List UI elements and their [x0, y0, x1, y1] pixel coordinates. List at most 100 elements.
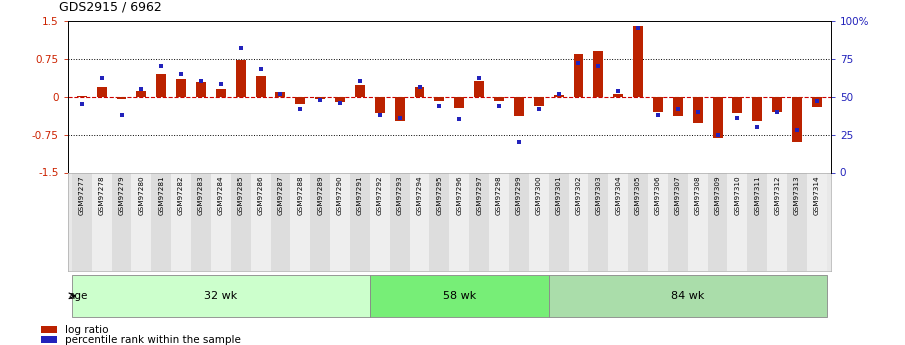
Point	[353, 79, 367, 84]
Bar	[77, 96, 87, 97]
Point	[373, 112, 387, 118]
Point	[313, 97, 328, 102]
Text: GSM97285: GSM97285	[238, 176, 243, 215]
Bar	[355, 86, 365, 97]
Point	[631, 26, 645, 31]
Bar	[688, 172, 708, 271]
Point	[273, 91, 288, 96]
Point	[730, 115, 745, 121]
Text: 84 wk: 84 wk	[671, 291, 704, 301]
Bar	[211, 172, 231, 271]
Bar	[594, 51, 604, 97]
Bar	[255, 76, 265, 97]
Text: 58 wk: 58 wk	[443, 291, 476, 301]
Bar	[335, 97, 345, 102]
Point	[214, 82, 228, 87]
Text: GSM97304: GSM97304	[615, 176, 621, 215]
Bar	[41, 326, 57, 333]
Text: GSM97314: GSM97314	[814, 176, 820, 215]
Bar	[97, 88, 107, 97]
Text: GSM97280: GSM97280	[138, 176, 145, 215]
Bar	[534, 97, 544, 106]
Bar	[614, 94, 624, 97]
Text: GSM97282: GSM97282	[178, 176, 184, 215]
Point	[174, 71, 188, 77]
Bar	[71, 172, 91, 271]
Bar	[291, 172, 310, 271]
Point	[154, 63, 168, 69]
Text: GSM97309: GSM97309	[715, 176, 720, 215]
Bar	[628, 172, 648, 271]
Bar	[196, 82, 206, 97]
Text: GSM97303: GSM97303	[595, 176, 601, 215]
Bar	[390, 172, 410, 271]
Bar	[131, 172, 151, 271]
Bar	[648, 172, 668, 271]
Bar	[807, 172, 827, 271]
Point	[253, 67, 268, 72]
Text: GSM97289: GSM97289	[317, 176, 323, 215]
Bar	[137, 90, 147, 97]
Bar	[414, 88, 424, 97]
Bar	[450, 172, 469, 271]
Bar	[509, 172, 529, 271]
Bar	[767, 172, 787, 271]
Bar	[529, 172, 548, 271]
Text: GSM97296: GSM97296	[456, 176, 462, 215]
Point	[611, 88, 625, 93]
Bar	[712, 97, 722, 138]
Text: GSM97300: GSM97300	[536, 176, 542, 215]
Point	[194, 79, 208, 84]
Text: GSM97311: GSM97311	[754, 176, 760, 215]
Bar	[708, 172, 728, 271]
Point	[134, 86, 148, 92]
Text: GSM97281: GSM97281	[158, 176, 164, 215]
Bar	[216, 89, 226, 97]
Bar	[554, 95, 564, 97]
Text: GSM97294: GSM97294	[416, 176, 423, 215]
Bar	[494, 97, 504, 101]
Bar	[514, 97, 524, 116]
Point	[472, 76, 486, 81]
Bar	[375, 97, 385, 113]
Bar	[310, 172, 330, 271]
Bar	[315, 97, 325, 99]
Point	[531, 106, 546, 111]
Bar	[574, 53, 584, 97]
Bar	[634, 26, 643, 97]
Bar	[370, 172, 390, 271]
Text: GSM97306: GSM97306	[655, 176, 661, 215]
Bar	[71, 275, 370, 317]
Text: GSM97293: GSM97293	[396, 176, 403, 215]
Point	[511, 139, 526, 145]
Text: percentile rank within the sample: percentile rank within the sample	[65, 335, 241, 345]
Bar	[410, 172, 430, 271]
Bar	[151, 172, 171, 271]
Text: GSM97283: GSM97283	[198, 176, 204, 215]
Point	[571, 60, 586, 66]
Text: GSM97292: GSM97292	[376, 176, 383, 215]
Text: GSM97299: GSM97299	[516, 176, 522, 215]
Text: GSM97308: GSM97308	[695, 176, 700, 215]
Point	[413, 85, 427, 90]
Point	[293, 106, 308, 111]
Text: 32 wk: 32 wk	[205, 291, 237, 301]
Bar	[489, 172, 509, 271]
Bar	[295, 97, 305, 104]
Text: log ratio: log ratio	[65, 325, 109, 335]
Bar	[474, 81, 484, 97]
Bar	[668, 172, 688, 271]
Bar	[91, 172, 111, 271]
Bar	[548, 275, 827, 317]
Text: GSM97310: GSM97310	[735, 176, 740, 215]
Bar	[157, 74, 167, 97]
Bar	[370, 275, 548, 317]
Bar	[111, 172, 131, 271]
Text: GSM97277: GSM97277	[79, 176, 85, 215]
Point	[452, 117, 466, 122]
Point	[790, 127, 805, 133]
Bar	[752, 97, 762, 121]
Bar	[568, 172, 588, 271]
Bar	[117, 97, 127, 99]
Text: GSM97305: GSM97305	[635, 176, 641, 215]
